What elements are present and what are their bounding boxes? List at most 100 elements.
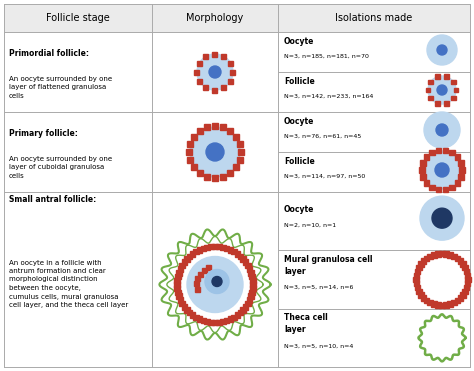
Bar (426, 88, 430, 92)
Bar (428, 300, 433, 305)
Circle shape (424, 112, 460, 148)
Bar (436, 187, 441, 193)
Bar (203, 54, 209, 59)
Bar (458, 174, 464, 180)
Bar (418, 292, 424, 298)
Bar (243, 304, 248, 309)
Bar (182, 259, 187, 265)
Text: N=3, n=5, n=10, n=4: N=3, n=5, n=10, n=4 (284, 343, 354, 348)
Bar (191, 164, 197, 170)
Bar (191, 134, 197, 140)
Bar (247, 297, 253, 303)
Bar (436, 75, 440, 79)
Bar (237, 141, 243, 147)
Bar (443, 251, 449, 257)
Bar (228, 247, 233, 253)
Text: Primordial follicle:: Primordial follicle: (9, 49, 89, 59)
Bar (231, 249, 237, 255)
Text: An oocyte surrounded by one
layer of flattened granulosa
cells: An oocyte surrounded by one layer of fla… (9, 76, 112, 99)
Bar (186, 149, 192, 155)
Bar (208, 244, 214, 249)
Bar (248, 270, 254, 276)
Bar (464, 285, 469, 290)
Text: Oocyte: Oocyte (284, 205, 314, 214)
Bar (220, 174, 226, 180)
Bar (451, 79, 456, 84)
Circle shape (190, 127, 240, 177)
Bar (416, 289, 421, 294)
Bar (428, 79, 433, 84)
Bar (231, 315, 237, 320)
Bar (179, 301, 185, 306)
Bar (187, 141, 193, 147)
Text: N=3, n=142, n=233, n=164: N=3, n=142, n=233, n=164 (284, 93, 374, 98)
Bar (421, 295, 427, 301)
Bar (413, 277, 419, 282)
Bar (228, 79, 233, 83)
Bar (197, 247, 202, 253)
Circle shape (197, 54, 233, 90)
Bar (195, 276, 200, 281)
Text: N=3, n=76, n=61, n=45: N=3, n=76, n=61, n=45 (284, 134, 361, 138)
Bar (190, 312, 195, 318)
Bar (216, 319, 222, 325)
Bar (228, 316, 233, 322)
Bar (235, 251, 240, 256)
Bar (424, 180, 429, 186)
Bar (220, 319, 226, 324)
Bar (247, 266, 253, 272)
Bar (212, 244, 218, 249)
Bar (230, 69, 236, 75)
Text: Morphology: Morphology (186, 13, 244, 23)
Bar (198, 272, 203, 276)
Bar (428, 96, 433, 101)
Bar (455, 154, 460, 160)
Bar (449, 150, 455, 155)
Bar (455, 256, 460, 261)
Circle shape (437, 85, 447, 95)
Bar (451, 96, 456, 101)
Bar (424, 256, 429, 261)
Bar (240, 256, 246, 262)
Bar (458, 160, 464, 166)
Bar (221, 85, 227, 90)
Bar (443, 187, 448, 193)
Bar (203, 85, 209, 90)
Text: Primary follicle:: Primary follicle: (9, 129, 78, 138)
Bar (459, 167, 465, 173)
Bar (249, 290, 255, 295)
Bar (245, 301, 251, 306)
Bar (439, 303, 445, 308)
Bar (187, 157, 193, 163)
Bar (237, 310, 243, 315)
Bar (447, 252, 453, 257)
Bar (228, 60, 233, 66)
Bar (178, 297, 183, 303)
Bar (201, 318, 206, 324)
Bar (197, 170, 203, 176)
Bar (464, 269, 469, 274)
Bar (435, 302, 441, 308)
Bar (248, 293, 254, 299)
Text: N=3, n=5, n=14, n=6: N=3, n=5, n=14, n=6 (284, 285, 354, 290)
Text: N=3, n=185, n=181, n=70: N=3, n=185, n=181, n=70 (284, 53, 369, 59)
Text: An oocyte surrounded by one
layer of cuboidal granulosa
cells: An oocyte surrounded by one layer of cub… (9, 156, 112, 179)
Bar (193, 315, 199, 320)
Bar (204, 124, 210, 130)
Bar (194, 69, 200, 75)
Bar (220, 124, 226, 130)
Bar (465, 277, 471, 282)
Bar (245, 263, 251, 268)
Bar (237, 157, 243, 163)
Bar (463, 289, 468, 294)
Bar (444, 101, 448, 106)
Text: Follicle: Follicle (284, 78, 315, 86)
Bar (197, 316, 202, 322)
Bar (420, 174, 426, 180)
Bar (174, 286, 180, 291)
Bar (238, 149, 244, 155)
Bar (184, 256, 190, 262)
Bar (178, 266, 183, 272)
Bar (424, 298, 429, 303)
Circle shape (436, 124, 448, 136)
